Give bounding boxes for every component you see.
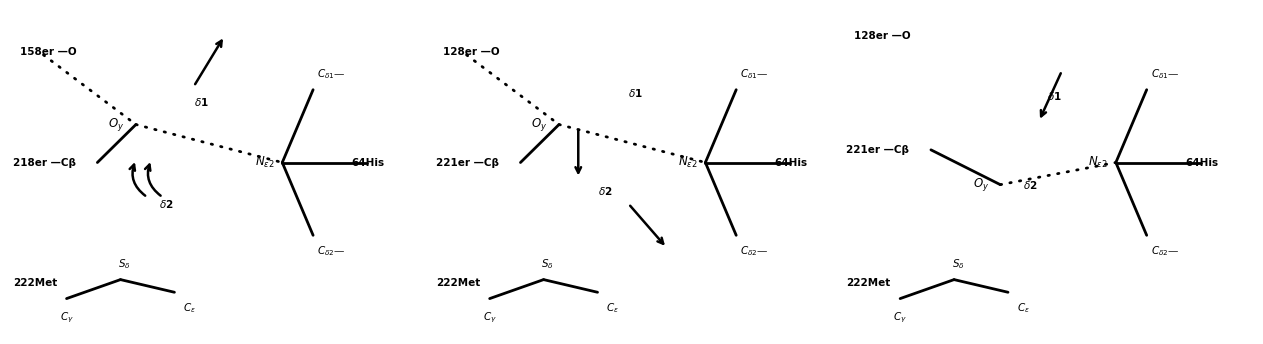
Text: 158er —O: 158er —O <box>20 47 77 57</box>
Text: 221er —Cβ: 221er —Cβ <box>846 145 909 155</box>
Text: $C_\varepsilon$: $C_\varepsilon$ <box>1017 301 1029 315</box>
Text: $C_{\delta2}$—: $C_{\delta2}$— <box>740 244 769 258</box>
Text: $\delta$2: $\delta$2 <box>597 185 613 197</box>
Text: 221er —Cβ: 221er —Cβ <box>436 158 499 168</box>
Text: $S_\delta$: $S_\delta$ <box>117 257 130 271</box>
Text: 64His: 64His <box>1185 158 1219 168</box>
Text: $\delta$1: $\delta$1 <box>1047 90 1061 102</box>
Text: $C_{\delta2}$—: $C_{\delta2}$— <box>1151 244 1180 258</box>
Text: $C_\gamma$: $C_\gamma$ <box>59 310 73 325</box>
Text: $\delta$2: $\delta$2 <box>1023 179 1038 191</box>
Text: $\delta$1: $\delta$1 <box>628 87 643 99</box>
Text: $C_\varepsilon$: $C_\varepsilon$ <box>606 301 619 315</box>
Text: $\delta$1: $\delta$1 <box>193 96 208 108</box>
Text: $C_{\delta1}$—: $C_{\delta1}$— <box>740 67 769 81</box>
Text: 218er —Cβ: 218er —Cβ <box>13 158 76 168</box>
Text: 64His: 64His <box>351 158 385 168</box>
Text: $O_y$: $O_y$ <box>109 116 124 133</box>
Text: $C_\gamma$: $C_\gamma$ <box>893 310 907 325</box>
Text: 222Met: 222Met <box>436 278 480 288</box>
Text: $\delta$2: $\delta$2 <box>159 198 174 209</box>
Text: $S_\delta$: $S_\delta$ <box>951 257 964 271</box>
Text: $C_\gamma$: $C_\gamma$ <box>482 310 496 325</box>
Text: 128er —O: 128er —O <box>443 47 500 57</box>
Text: $C_{\delta1}$—: $C_{\delta1}$— <box>317 67 346 81</box>
Text: $N_{\varepsilon 2}$: $N_{\varepsilon 2}$ <box>255 155 274 170</box>
Text: $O_y$: $O_y$ <box>532 116 547 133</box>
Text: $O_y$: $O_y$ <box>973 176 989 193</box>
Text: $S_\delta$: $S_\delta$ <box>541 257 553 271</box>
Text: 222Met: 222Met <box>13 278 57 288</box>
Text: $C_{\delta2}$—: $C_{\delta2}$— <box>317 244 346 258</box>
Text: $N_{\varepsilon 2}$: $N_{\varepsilon 2}$ <box>1089 155 1108 170</box>
Text: 64His: 64His <box>774 158 808 168</box>
Text: $C_{\delta1}$—: $C_{\delta1}$— <box>1151 67 1180 81</box>
Text: $C_\varepsilon$: $C_\varepsilon$ <box>183 301 196 315</box>
Text: 222Met: 222Met <box>846 278 890 288</box>
Text: $N_{\varepsilon 2}$: $N_{\varepsilon 2}$ <box>678 155 697 170</box>
Text: 128er —O: 128er —O <box>854 31 911 41</box>
